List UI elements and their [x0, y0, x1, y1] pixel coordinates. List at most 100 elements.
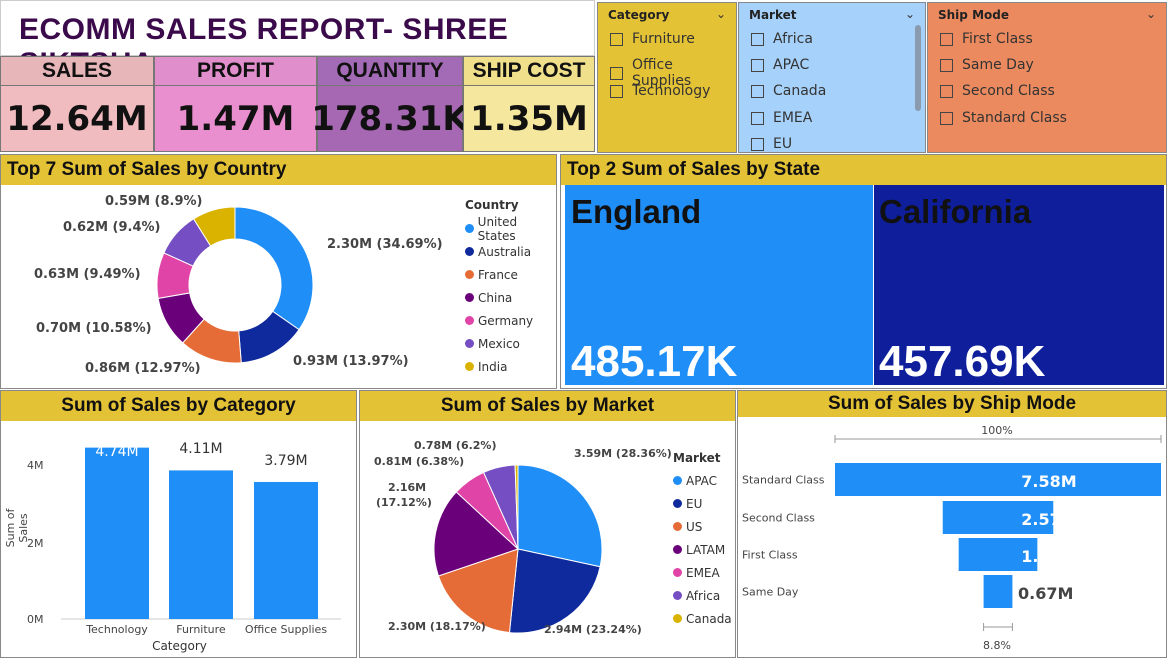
slicer-item-emea[interactable]: EMEA	[751, 110, 812, 126]
pie-slice[interactable]	[433, 491, 519, 577]
x-axis-label: Category	[152, 639, 207, 653]
checkbox[interactable]	[751, 58, 764, 72]
legend-dot	[673, 499, 682, 508]
legend-item[interactable]: France	[465, 263, 556, 286]
legend-dot	[673, 591, 682, 600]
legend-label: US	[686, 519, 703, 534]
legend-item[interactable]: Mexico	[465, 332, 556, 355]
legend-item[interactable]: Africa	[673, 584, 732, 607]
slicer-item-second-class[interactable]: Second Class	[940, 83, 1055, 99]
kpi-sales-label: SALES	[0, 56, 154, 86]
legend-item[interactable]: APAC	[673, 469, 732, 492]
slicer-item-africa[interactable]: Africa	[751, 31, 813, 47]
checkbox[interactable]	[751, 32, 764, 46]
state-tile-value: 485.17K	[571, 337, 738, 386]
legend-item[interactable]: Canada	[673, 607, 732, 630]
checkbox[interactable]	[940, 84, 953, 98]
category-bar[interactable]	[169, 470, 233, 619]
legend-label: Mexico	[478, 336, 520, 351]
market-slicer-title: Market	[749, 8, 797, 22]
pie-slice[interactable]	[437, 548, 519, 634]
slicer-item-technology[interactable]: Technology	[610, 83, 710, 99]
pie-slice[interactable]	[517, 464, 603, 568]
pie-slice[interactable]	[508, 548, 601, 634]
legend-item[interactable]: Australia	[465, 240, 556, 263]
checkbox[interactable]	[610, 66, 623, 80]
legend-item[interactable]: India	[465, 355, 556, 378]
funnel-bar[interactable]	[942, 501, 1054, 534]
slicer-item-standard-class[interactable]: Standard Class	[940, 110, 1067, 126]
kpi-shipcost-value: 1.35M	[463, 86, 595, 152]
checkbox[interactable]	[751, 137, 764, 151]
donut-label-5: 0.62M (9.4%)	[63, 220, 161, 235]
donut-slice[interactable]	[234, 206, 314, 331]
slicer-item-same-day[interactable]: Same Day	[940, 57, 1034, 73]
legend-item[interactable]: LATAM	[673, 538, 732, 561]
slicer-item-canada[interactable]: Canada	[751, 83, 826, 99]
report-title-box: ECOMM SALES REPORT- SHREE SIKTSHA	[0, 0, 595, 80]
legend-item[interactable]: China	[465, 286, 556, 309]
ytick-0m: 0M	[27, 613, 44, 626]
pie-label-5: 0.78M (6.2%)	[414, 439, 497, 452]
slicer-item-first-class[interactable]: First Class	[940, 31, 1033, 47]
category-bar[interactable]	[85, 447, 149, 619]
legend-item[interactable]: United States	[465, 215, 556, 243]
country-chart-panel[interactable]: Top 7 Sum of Sales by Country Country Un…	[0, 154, 557, 389]
x-tick-label: Office Supplies	[245, 623, 327, 636]
funnel-bar[interactable]	[983, 575, 1013, 608]
state-tile-name: California	[879, 193, 1032, 230]
legend-dot	[673, 614, 682, 623]
funnel-bar[interactable]	[835, 463, 1161, 496]
shipmode-funnel-chart[interactable]: Standard Class Second Class First Class Sam…	[738, 417, 1168, 659]
funnel-category-label: Second Class	[742, 512, 815, 525]
chevron-down-icon[interactable]: ⌄	[715, 7, 726, 21]
ship-mode-slicer[interactable]: Ship Mode ⌄ First Class Same Day Second …	[927, 2, 1167, 153]
checkbox[interactable]	[940, 111, 953, 125]
funnel-bar[interactable]	[958, 538, 1038, 571]
legend-item[interactable]: EU	[673, 492, 732, 515]
pie-slice[interactable]	[514, 464, 519, 550]
legend-label: APAC	[686, 473, 718, 488]
category-slicer[interactable]: Category ⌄ Furniture Office Supplies Tec…	[597, 2, 737, 153]
market-chart-panel[interactable]: Sum of Sales by Market Market APAC EU US LA…	[359, 390, 736, 658]
checkbox[interactable]	[610, 32, 623, 46]
shipmode-chart-panel[interactable]: Sum of Sales by Ship Mode Standard Class…	[737, 390, 1167, 658]
state-tile-england[interactable]: England 485.17K	[565, 185, 873, 386]
slicer-item-apac[interactable]: APAC	[751, 57, 809, 73]
slicer-scrollbar[interactable]	[915, 25, 921, 111]
legend-label: China	[478, 290, 513, 305]
funnel-top-percent: 100%	[981, 424, 1013, 437]
funnel-value-3: 0.67M	[1018, 584, 1074, 603]
checkbox[interactable]	[940, 58, 953, 72]
checkbox[interactable]	[610, 84, 623, 98]
chevron-down-icon[interactable]: ⌄	[1145, 7, 1156, 21]
market-pie-chart[interactable]	[360, 421, 737, 659]
checkbox[interactable]	[751, 84, 764, 98]
donut-label-0: 2.30M (34.69%)	[327, 237, 443, 252]
donut-label-1: 0.93M (13.97%)	[293, 354, 409, 369]
legend-item[interactable]: EMEA	[673, 561, 732, 584]
category-chart-panel[interactable]: Sum of Sales by Category Technology Furni…	[0, 390, 357, 658]
state-tile-california[interactable]: California 457.69K	[874, 185, 1164, 386]
legend-item[interactable]: Germany	[465, 309, 556, 332]
funnel-category-label: Standard Class	[742, 474, 825, 487]
checkbox[interactable]	[940, 32, 953, 46]
market-slicer[interactable]: Market ⌄ Africa APAC Canada EMEA EU	[738, 2, 926, 153]
kpi-sales-value: 12.64M	[0, 86, 154, 152]
donut-slice[interactable]	[192, 206, 236, 247]
legend-item[interactable]: US	[673, 515, 732, 538]
legend-dot	[465, 316, 474, 325]
chevron-down-icon[interactable]: ⌄	[904, 7, 915, 21]
country-donut-chart[interactable]	[1, 185, 558, 390]
state-chart-panel[interactable]: Top 2 Sum of Sales by State England 485.…	[560, 154, 1167, 389]
slicer-item-office-supplies[interactable]: Office Supplies	[610, 57, 736, 89]
category-bar-chart[interactable]: Technology Furniture Office Supplies	[1, 421, 358, 659]
slicer-item-eu[interactable]: EU	[751, 136, 792, 152]
checkbox[interactable]	[751, 111, 764, 125]
market-legend-title: Market	[673, 451, 721, 465]
slicer-item-furniture[interactable]: Furniture	[610, 31, 695, 47]
country-legend: United States Australia France China Germany…	[465, 215, 556, 378]
category-bar[interactable]	[254, 481, 318, 619]
state-chart-title: Top 2 Sum of Sales by State	[561, 155, 1166, 185]
legend-label: EMEA	[686, 565, 720, 580]
